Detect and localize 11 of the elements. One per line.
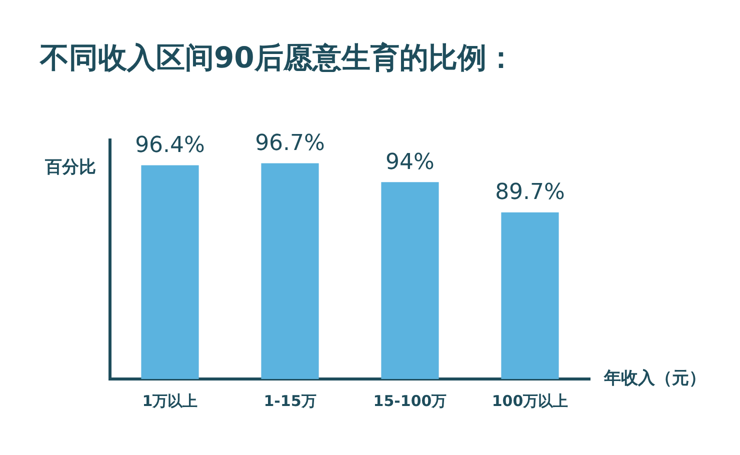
data-label: 96.7% xyxy=(255,130,325,156)
y-axis-title: 百分比 xyxy=(44,157,96,178)
x-tick-label: 1万以上 xyxy=(142,392,198,410)
x-axis-title: 年收入（元） xyxy=(603,368,706,388)
data-label: 94% xyxy=(386,150,434,175)
data-label: 89.7% xyxy=(495,180,565,206)
x-tick-label: 15-100万 xyxy=(373,392,447,410)
chart-title: 不同收入区间90后愿意生育的比例： xyxy=(39,40,516,75)
data-label: 96.4% xyxy=(135,133,205,158)
x-tick-label: 1-15万 xyxy=(264,392,316,410)
x-tick-label: 100万以上 xyxy=(492,392,568,410)
